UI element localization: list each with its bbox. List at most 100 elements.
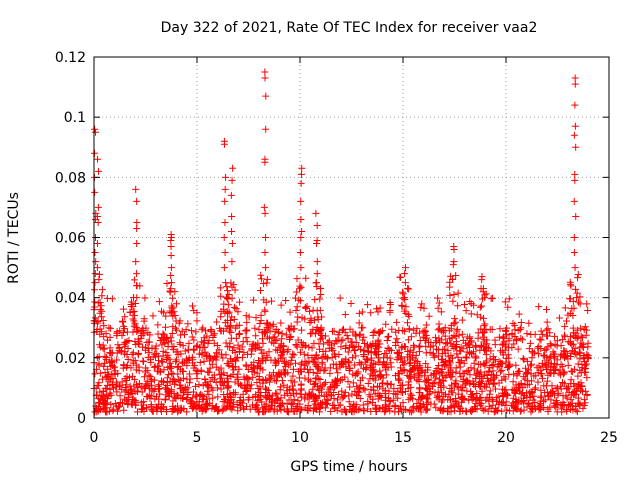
data-point bbox=[97, 313, 105, 321]
data-point bbox=[216, 324, 224, 332]
data-point bbox=[344, 335, 352, 343]
data-point bbox=[207, 354, 215, 362]
data-point bbox=[485, 368, 493, 376]
data-point bbox=[282, 331, 290, 339]
data-point bbox=[417, 408, 425, 416]
data-point bbox=[213, 341, 221, 349]
data-point bbox=[292, 359, 300, 367]
data-point bbox=[491, 385, 499, 393]
data-point bbox=[180, 358, 188, 366]
data-point bbox=[435, 320, 443, 328]
data-point bbox=[212, 403, 220, 411]
data-point bbox=[448, 381, 456, 389]
data-point bbox=[530, 392, 538, 400]
data-point bbox=[568, 341, 576, 349]
data-point bbox=[498, 376, 506, 384]
data-point bbox=[375, 405, 383, 413]
data-point bbox=[311, 358, 319, 366]
data-point bbox=[503, 406, 511, 414]
data-point bbox=[161, 335, 169, 343]
data-point bbox=[479, 288, 487, 296]
data-point bbox=[102, 330, 110, 338]
data-point bbox=[384, 333, 392, 341]
data-point bbox=[135, 380, 143, 388]
data-point bbox=[473, 311, 481, 319]
data-point bbox=[353, 383, 361, 391]
data-point bbox=[289, 385, 297, 393]
data-point bbox=[403, 319, 411, 327]
data-point bbox=[475, 360, 483, 368]
data-point bbox=[394, 394, 402, 402]
data-point bbox=[369, 339, 377, 347]
data-point bbox=[535, 303, 543, 311]
data-point bbox=[387, 380, 395, 388]
data-point bbox=[185, 356, 193, 364]
data-point bbox=[222, 173, 230, 181]
data-point bbox=[314, 355, 322, 363]
data-point bbox=[218, 350, 226, 358]
data-point bbox=[465, 340, 473, 348]
data-point bbox=[452, 397, 460, 405]
data-point bbox=[466, 379, 474, 387]
data-point bbox=[423, 385, 431, 393]
data-point bbox=[562, 317, 570, 325]
data-point bbox=[309, 385, 317, 393]
data-point bbox=[491, 336, 499, 344]
data-point bbox=[185, 370, 193, 378]
data-point bbox=[231, 324, 239, 332]
data-point bbox=[378, 380, 386, 388]
data-point bbox=[367, 349, 375, 357]
data-point bbox=[118, 331, 126, 339]
data-point bbox=[270, 407, 278, 415]
data-point bbox=[228, 176, 236, 184]
data-point bbox=[559, 402, 567, 410]
data-point bbox=[401, 296, 409, 304]
data-point bbox=[261, 68, 269, 76]
data-point bbox=[487, 347, 495, 355]
data-point bbox=[201, 337, 209, 345]
data-point bbox=[452, 380, 460, 388]
data-point bbox=[185, 339, 193, 347]
data-point bbox=[273, 346, 281, 354]
data-point bbox=[307, 392, 315, 400]
data-point bbox=[228, 405, 236, 413]
data-point bbox=[215, 366, 223, 374]
data-point bbox=[95, 167, 103, 175]
data-point bbox=[564, 338, 572, 346]
data-point bbox=[543, 332, 551, 340]
data-point bbox=[169, 294, 177, 302]
data-point bbox=[577, 339, 585, 347]
data-point bbox=[234, 341, 242, 349]
data-point bbox=[480, 322, 488, 330]
data-point bbox=[292, 341, 300, 349]
data-point bbox=[255, 373, 263, 381]
data-point bbox=[450, 246, 458, 254]
data-point bbox=[564, 361, 572, 369]
data-point bbox=[463, 354, 471, 362]
data-point bbox=[343, 332, 351, 340]
data-point bbox=[93, 391, 101, 399]
data-point bbox=[227, 401, 235, 409]
data-point bbox=[360, 346, 368, 354]
data-point bbox=[96, 306, 104, 314]
data-point bbox=[485, 402, 493, 410]
data-point bbox=[548, 382, 556, 390]
data-point bbox=[243, 318, 251, 326]
data-point bbox=[100, 362, 108, 370]
data-point bbox=[360, 407, 368, 415]
data-point bbox=[205, 383, 213, 391]
data-point bbox=[183, 408, 191, 416]
data-point bbox=[164, 363, 172, 371]
data-point bbox=[225, 291, 233, 299]
data-point bbox=[385, 387, 393, 395]
data-point bbox=[289, 350, 297, 358]
data-point bbox=[381, 389, 389, 397]
data-point bbox=[477, 368, 485, 376]
data-point bbox=[313, 221, 321, 229]
data-point bbox=[506, 360, 514, 368]
data-point bbox=[201, 376, 209, 384]
data-point bbox=[313, 270, 321, 278]
data-point bbox=[268, 297, 276, 305]
data-point bbox=[91, 370, 99, 378]
data-point bbox=[148, 406, 156, 414]
